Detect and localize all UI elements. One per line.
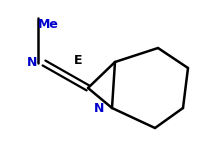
Text: N: N — [27, 57, 37, 69]
Text: N: N — [93, 102, 103, 115]
Text: Me: Me — [38, 18, 59, 31]
Text: E: E — [74, 53, 82, 66]
